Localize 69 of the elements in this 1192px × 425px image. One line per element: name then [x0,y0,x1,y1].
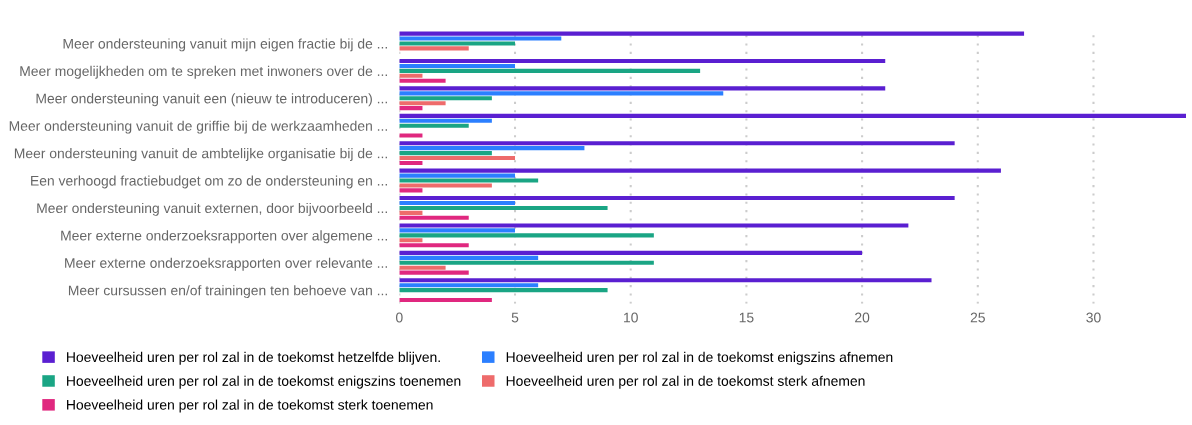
y-tick-label: Meer mogelijkheden om te spreken met inwoners over de ... [20,65,387,79]
bar [399,178,539,183]
bar [399,200,516,206]
y-tick-label: Meer ondersteuning vanuit de ambtelijke organisatie bij de ... [14,148,387,162]
y-tick-label: Meer ondersteuning vanuit externen, door bijvoorbeeld ... [37,202,387,216]
x-tick-label: 10 [624,312,638,323]
bar [399,215,469,220]
bar [399,238,423,243]
bar [399,297,492,303]
bar [399,58,886,64]
bar [399,68,701,73]
bar [399,270,469,275]
bar [399,233,654,238]
x-tick-label: 5 [511,312,519,323]
bar [399,155,516,161]
bar [399,73,423,78]
bar [399,250,863,255]
legend-label: Hoeveelheid uren per rol zal in de toekomst hetzelfde blijven. [67,351,440,365]
bar [399,36,562,41]
x-tick-label: 25 [970,312,985,323]
legend-label: Hoeveelheid uren per rol zal in de toekomst sterk afnemen [506,375,865,389]
legend-label: Hoeveelheid uren per rol zal in de toekomst enigszins afnemen [506,351,893,365]
x-tick-label: 15 [739,312,754,323]
bar [399,91,724,96]
bar [399,283,539,288]
bar [399,63,516,68]
x-tick-label: 30 [1086,312,1101,323]
bar [399,106,423,111]
bar [399,183,492,188]
bar [399,113,1187,118]
bar [399,288,608,293]
legend-label: Hoeveelheid uren per rol zal in de toekomst sterk toenemen [67,399,433,413]
legend-label: Hoeveelheid uren per rol zal in de toekomst enigszins toenemen [67,375,461,389]
bar [399,118,492,123]
y-tick-label: Een verhoogd fractiebudget om zo de ondersteuning en ... [31,175,387,189]
bar [399,96,492,101]
bar [399,243,469,248]
bar [399,133,423,138]
y-tick-label: Meer ondersteuning vanuit mijn eigen fractie bij de ... [63,38,387,52]
x-tick-label: 20 [855,312,870,323]
bar [399,41,516,46]
bar [399,255,539,260]
y-tick-label: Meer externe onderzoeksrapporten over relevante ... [65,257,387,271]
bar [399,228,516,233]
bar [399,160,423,166]
bar [399,210,423,215]
bar [399,141,955,146]
bar [399,78,446,83]
bar [399,123,469,128]
bar [399,151,492,156]
bar [399,265,446,270]
y-tick-label: Meer ondersteuning vanuit de griffie bij de werkzaamheden ... [9,120,387,134]
bar [399,101,446,106]
bar [399,223,909,228]
x-tick-label: 0 [396,312,403,323]
bar [399,205,608,210]
y-tick-label: Meer externe onderzoeksrapporten over algemene ... [61,230,387,244]
bar [399,278,932,283]
bar [399,31,1025,36]
y-tick-label: Meer cursussen en/of trainingen ten behoeve van ... [68,285,387,299]
bar [399,196,955,201]
bar [399,168,1001,173]
bar [399,188,423,193]
y-tick-label: Meer ondersteuning vanuit een (nieuw te introduceren) ... [36,93,387,107]
bar [399,46,469,51]
bar [399,86,886,91]
bar [399,173,516,178]
bar [399,146,585,151]
bar [399,260,654,265]
